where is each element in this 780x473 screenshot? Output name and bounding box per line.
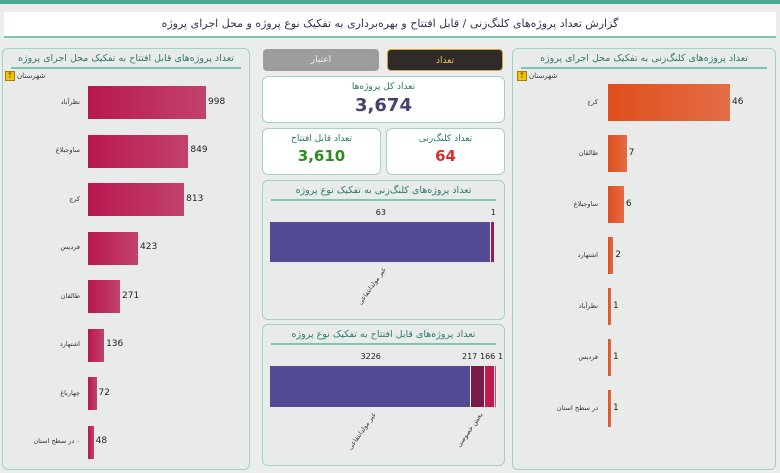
drill-up-icon[interactable]: ↑ <box>517 71 527 81</box>
bar <box>608 84 730 121</box>
bar <box>88 183 185 216</box>
bar-value-label: 813 <box>186 193 204 204</box>
bar-value-label: 998 <box>208 96 226 107</box>
right-axis-label: شهرستان <box>529 72 558 80</box>
bar <box>88 280 121 313</box>
bar <box>88 425 94 459</box>
kpi-openable: تعداد قابل افتتاح 3,610 <box>262 128 381 175</box>
right-chart-title: تعداد پروژه‌های کلنگ‌زنی به تفکیک محل اج… <box>521 49 767 69</box>
report-title: گزارش تعداد پروژه‌های کلنگ‌زنی / قابل اف… <box>4 12 776 38</box>
bar-value-label: 1 <box>613 402 619 413</box>
count-toggle-button[interactable]: تعداد <box>387 49 503 71</box>
bar-value-label: 72 <box>98 387 110 398</box>
kpi-groundbreaking: تعداد کلنگ‌زنی 64 <box>386 128 505 175</box>
bar-category-label: کرج <box>69 194 80 203</box>
bar-category-label: چهارباغ <box>60 388 80 397</box>
segment-value-label: 217 <box>462 352 478 361</box>
kpi-total: تعداد کل پروژه‌ها 3,674 <box>262 76 505 123</box>
bar <box>88 86 206 119</box>
bar <box>608 135 627 172</box>
bar-category-label: طالقان <box>578 148 598 157</box>
bar-value-label: 423 <box>140 242 158 252</box>
segment-value-label: 3226 <box>360 352 381 361</box>
bar-category-label: فردیس <box>578 352 598 361</box>
bar-category-label: فردیس <box>60 243 80 251</box>
kpi-openable-label: تعداد قابل افتتاح <box>291 134 352 144</box>
bar-category-label: ساوجبلاغ <box>573 199 598 208</box>
drill-up-icon[interactable]: ↑ <box>5 71 15 81</box>
kpi-total-label: تعداد کل پروژه‌ها <box>351 82 416 92</box>
bar <box>88 231 138 265</box>
bar <box>608 288 611 325</box>
segment-value-label: 63 <box>375 208 386 217</box>
bar <box>88 328 105 362</box>
stack-segment <box>471 366 485 407</box>
mid1-chart-title: تعداد پروژه‌های کلنگ‌زنی به تفکیک نوع پر… <box>271 181 496 201</box>
bar-value-label: 46 <box>732 96 744 107</box>
left-axis-label: شهرستان <box>17 72 46 80</box>
segment-value-label: 166 <box>480 352 496 361</box>
segment-value-label: 1 <box>490 208 496 217</box>
bar-value-label: 1 <box>613 300 619 311</box>
stack-segment <box>494 366 497 407</box>
bar-value-label: 1 <box>613 351 619 362</box>
bar-category-label: ساوجبلاغ <box>55 146 80 154</box>
bar-value-label: 6 <box>625 198 632 209</box>
stack-segment <box>484 366 495 407</box>
bar-category-label: در سطح استان <box>556 403 598 412</box>
bar <box>608 186 624 223</box>
bar-value-label: 2 <box>615 249 622 260</box>
kpi-groundbreaking-label: تعداد کلنگ‌زنی <box>418 134 473 144</box>
bar-category-label: نظرآباد <box>60 97 80 106</box>
bar <box>608 390 611 427</box>
stack-segment <box>491 222 495 262</box>
bar-category-label: اشتهارد <box>59 340 80 348</box>
bar <box>88 377 97 410</box>
bar <box>608 339 611 376</box>
left-chart-title: تعداد پروژه‌های قابل افتتاح به تفکیک محل… <box>11 49 241 69</box>
bar-value-label: 7 <box>628 147 635 158</box>
segment-value-label: 1 <box>498 352 504 361</box>
bar-category-label: کرج <box>587 97 598 106</box>
mid2-chart-title: تعداد پروژه‌های قابل افتتاح به تفکیک نوع… <box>271 325 496 345</box>
bar-category-label: اشتهارد <box>577 250 598 259</box>
bar <box>88 134 189 168</box>
bar-category-label: طالقان <box>60 291 80 300</box>
credit-toggle-button[interactable]: اعتبار <box>263 49 379 71</box>
bar-value-label: 48 <box>95 436 108 446</box>
stack-segment <box>270 366 472 407</box>
kpi-total-value: 3,674 <box>355 95 412 116</box>
kpi-groundbreaking-value: 64 <box>435 147 456 165</box>
bar-value-label: 271 <box>122 290 140 301</box>
bar <box>608 237 614 274</box>
kpi-openable-value: 3,610 <box>297 147 346 165</box>
bar-value-label: 136 <box>106 339 124 349</box>
bar-category-label: نظرآباد <box>578 301 598 310</box>
bar-value-label: 849 <box>190 145 208 155</box>
stack-segment <box>270 222 492 262</box>
bar-category-label: ۰ در سطح استان <box>33 437 80 445</box>
